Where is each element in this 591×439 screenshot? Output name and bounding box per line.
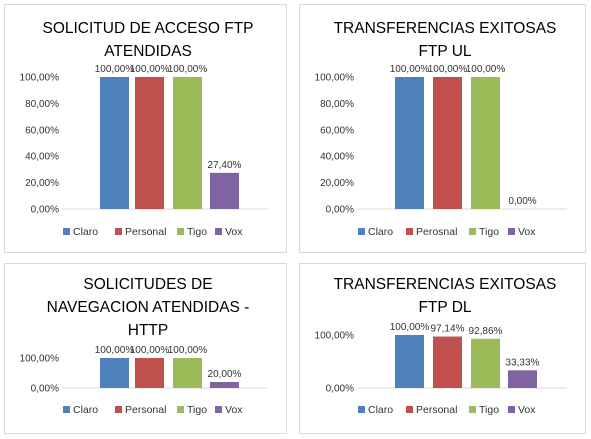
bar-tigo bbox=[173, 358, 202, 388]
data-label: 0,00% bbox=[508, 196, 536, 207]
y-tick-label: 0,00% bbox=[326, 205, 354, 216]
legend-label: Tigo bbox=[187, 404, 207, 416]
bar-claro bbox=[395, 335, 424, 388]
bar-perosnal bbox=[433, 77, 462, 209]
legend-label: Claro bbox=[73, 404, 98, 416]
bar-personal bbox=[433, 336, 462, 388]
data-label: 100,00% bbox=[168, 64, 208, 75]
legend-label: Vox bbox=[518, 404, 536, 416]
legend-swatch bbox=[177, 406, 184, 413]
legend-label: Personal bbox=[416, 404, 457, 416]
legend-label: Personal bbox=[125, 404, 166, 416]
data-label: 100,00% bbox=[95, 64, 135, 75]
legend-label: Personal bbox=[125, 226, 166, 238]
y-tick-label: 100,00% bbox=[20, 354, 60, 365]
y-tick-label: 20,00% bbox=[320, 178, 354, 189]
y-tick-label: 0,00% bbox=[326, 384, 354, 395]
legend-swatch bbox=[63, 406, 70, 413]
bar-personal bbox=[135, 358, 164, 388]
chart-svg: TRANSFERENCIAS EXITOSAS FTP DL 0,00% 100,00… bbox=[315, 276, 567, 416]
legend-swatch bbox=[508, 406, 515, 413]
bar-claro bbox=[395, 77, 424, 209]
bar-vox bbox=[210, 172, 239, 209]
chart-title: ATENDIDAS bbox=[104, 43, 192, 60]
legend-label: Vox bbox=[518, 226, 536, 238]
legend-label: Tigo bbox=[187, 226, 207, 238]
data-label: 27,40% bbox=[208, 160, 242, 171]
chart-panel-ftp-dl: TRANSFERENCIAS EXITOSAS FTP DL 0,00% 100,00… bbox=[299, 263, 586, 434]
bar-personal bbox=[135, 77, 164, 209]
chart-svg: SOLICITUD DE ACCESO FTP ATENDIDAS 0,00% 20,… bbox=[20, 20, 268, 238]
y-tick-label: 40,00% bbox=[320, 152, 354, 163]
y-tick-label: 100,00% bbox=[20, 73, 60, 84]
chart-title: TRANSFERENCIAS EXITOSAS bbox=[334, 276, 557, 293]
legend-swatch bbox=[63, 228, 70, 235]
chart-title: SOLICITUD DE ACCESO FTP bbox=[42, 20, 253, 37]
y-tick-label: 0,00% bbox=[31, 384, 59, 395]
bar-vox bbox=[508, 370, 537, 388]
bar-tigo bbox=[173, 77, 202, 209]
data-label: 100,00% bbox=[130, 345, 170, 356]
chart-title: SOLICITUDES DE bbox=[83, 276, 212, 293]
data-label: 100,00% bbox=[130, 64, 170, 75]
legend-label: Tigo bbox=[479, 226, 499, 238]
data-label: 97,14% bbox=[431, 324, 465, 335]
data-label: 100,00% bbox=[168, 345, 208, 356]
legend-label: Claro bbox=[368, 226, 393, 238]
legend-label: Perosnal bbox=[416, 226, 457, 238]
y-tick-label: 100,00% bbox=[315, 73, 355, 84]
legend-swatch bbox=[177, 228, 184, 235]
y-tick-label: 20,00% bbox=[25, 178, 59, 189]
legend-label: Claro bbox=[368, 404, 393, 416]
legend-swatch bbox=[469, 228, 476, 235]
data-label: 100,00% bbox=[95, 345, 135, 356]
chart-title: FTP DL bbox=[418, 299, 471, 316]
y-tick-label: 0,00% bbox=[31, 205, 59, 216]
bar-tigo bbox=[471, 338, 500, 388]
legend-label: Vox bbox=[225, 404, 243, 416]
chart-svg: TRANSFERENCIAS EXITOSAS FTP UL 0,00% 20,00%… bbox=[315, 20, 567, 238]
data-label: 92,86% bbox=[469, 326, 503, 337]
y-tick-label: 60,00% bbox=[25, 125, 59, 136]
y-tick-label: 60,00% bbox=[320, 125, 354, 136]
y-tick-label: 80,00% bbox=[25, 99, 59, 110]
data-label: 100,00% bbox=[390, 64, 430, 75]
legend-swatch bbox=[115, 228, 122, 235]
y-tick-label: 80,00% bbox=[320, 99, 354, 110]
chart-panel-ftp-ul: TRANSFERENCIAS EXITOSAS FTP UL 0,00% 20,00%… bbox=[299, 4, 586, 253]
legend-swatch bbox=[215, 406, 222, 413]
y-tick-label: 100,00% bbox=[315, 331, 355, 342]
legend-label: Claro bbox=[73, 226, 98, 238]
legend-swatch bbox=[358, 406, 365, 413]
data-label: 100,00% bbox=[466, 64, 506, 75]
bar-claro bbox=[100, 358, 129, 388]
legend-swatch bbox=[469, 406, 476, 413]
legend-swatch bbox=[215, 228, 222, 235]
chart-title: HTTP bbox=[128, 322, 168, 339]
data-label: 20,00% bbox=[208, 369, 242, 380]
bar-tigo bbox=[471, 77, 500, 209]
legend-swatch bbox=[115, 406, 122, 413]
data-label: 100,00% bbox=[428, 64, 468, 75]
chart-title: FTP UL bbox=[418, 43, 471, 60]
data-label: 100,00% bbox=[390, 322, 430, 333]
legend-swatch bbox=[406, 228, 413, 235]
bar-claro bbox=[100, 77, 129, 209]
chart-title: NAVEGACION ATENDIDAS - bbox=[47, 299, 250, 316]
chart-title: TRANSFERENCIAS EXITOSAS bbox=[334, 20, 557, 37]
bar-vox bbox=[210, 382, 239, 388]
legend-swatch bbox=[508, 228, 515, 235]
legend-swatch bbox=[358, 228, 365, 235]
data-label: 33,33% bbox=[506, 357, 540, 368]
chart-svg: SOLICITUDES DE NAVEGACION ATENDIDAS - HTTP… bbox=[20, 276, 268, 416]
legend-label: Tigo bbox=[479, 404, 499, 416]
chart-panel-http: SOLICITUDES DE NAVEGACION ATENDIDAS - HTTP… bbox=[4, 263, 287, 434]
chart-panel-ftp-access: SOLICITUD DE ACCESO FTP ATENDIDAS 0,00% 20,… bbox=[4, 4, 287, 253]
y-tick-label: 40,00% bbox=[25, 152, 59, 163]
legend-swatch bbox=[406, 406, 413, 413]
legend-label: Vox bbox=[225, 226, 243, 238]
